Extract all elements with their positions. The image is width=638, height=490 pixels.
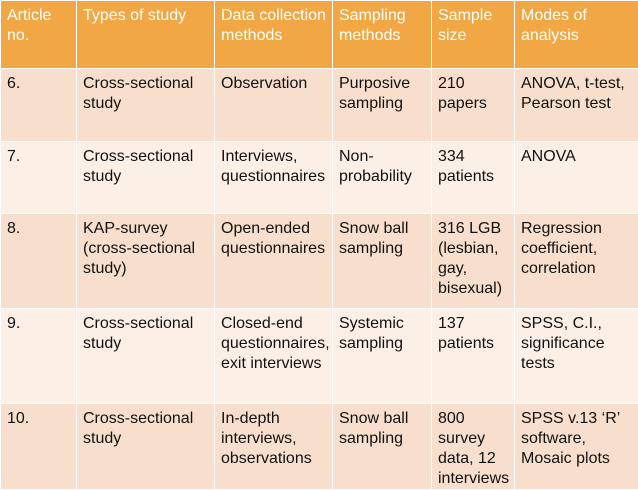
cell-type-of-study: Cross-sectional study: [77, 142, 215, 214]
table-row: 10. Cross-sectional study In-depth inter…: [1, 404, 638, 490]
cell-data-collection: Open-ended questionnaires: [215, 214, 333, 309]
header-types-of-study: Types of study: [77, 1, 215, 69]
cell-sampling-method: Non-probability: [333, 142, 432, 214]
cell-sample-size: 800 survey data, 12 interviews: [432, 404, 515, 490]
cell-data-collection: Closed-end questionnaires, exit intervie…: [215, 309, 333, 404]
header-article-no: Article no.: [1, 1, 77, 69]
cell-sample-size: 334 patients: [432, 142, 515, 214]
header-data-collection-methods: Data collection methods: [215, 1, 333, 69]
cell-sample-size: 316 LGB (lesbian, gay, bisexual): [432, 214, 515, 309]
header-sampling-methods: Sampling methods: [333, 1, 432, 69]
cell-data-collection: Observation: [215, 69, 333, 142]
cell-analysis-mode: ANOVA: [515, 142, 638, 214]
cell-sample-size: 137 patients: [432, 309, 515, 404]
cell-data-collection: In-depth interviews, observations: [215, 404, 333, 490]
header-sample-size: Sample size: [432, 1, 515, 69]
cell-analysis-mode: ANOVA, t-test, Pearson test: [515, 69, 638, 142]
cell-article-no: 8.: [1, 214, 77, 309]
cell-analysis-mode: SPSS, C.I., significance tests: [515, 309, 638, 404]
cell-article-no: 6.: [1, 69, 77, 142]
cell-article-no: 10.: [1, 404, 77, 490]
cell-analysis-mode: Regression coefficient, correlation: [515, 214, 638, 309]
table-row: 6. Cross-sectional study Observation Pur…: [1, 69, 638, 142]
cell-sample-size: 210 papers: [432, 69, 515, 142]
header-modes-of-analysis: Modes of analysis: [515, 1, 638, 69]
cell-type-of-study: Cross-sectional study: [77, 404, 215, 490]
table-header-row: Article no. Types of study Data collecti…: [1, 1, 638, 69]
cell-sampling-method: Purposive sampling: [333, 69, 432, 142]
cell-sampling-method: Snow ball sampling: [333, 404, 432, 490]
cell-sampling-method: Snow ball sampling: [333, 214, 432, 309]
cell-article-no: 9.: [1, 309, 77, 404]
table-row: 7. Cross-sectional study Interviews, que…: [1, 142, 638, 214]
cell-analysis-mode: SPSS v.13 ‘R’ software, Mosaic plots: [515, 404, 638, 490]
cell-sampling-method: Systemic sampling: [333, 309, 432, 404]
cell-data-collection: Interviews, questionnaires: [215, 142, 333, 214]
table-row: 9. Cross-sectional study Closed-end ques…: [1, 309, 638, 404]
cell-type-of-study: Cross-sectional study: [77, 309, 215, 404]
cell-type-of-study: KAP-survey (cross-sectional study): [77, 214, 215, 309]
cell-type-of-study: Cross-sectional study: [77, 69, 215, 142]
cell-article-no: 7.: [1, 142, 77, 214]
table-row: 8. KAP-survey (cross-sectional study) Op…: [1, 214, 638, 309]
